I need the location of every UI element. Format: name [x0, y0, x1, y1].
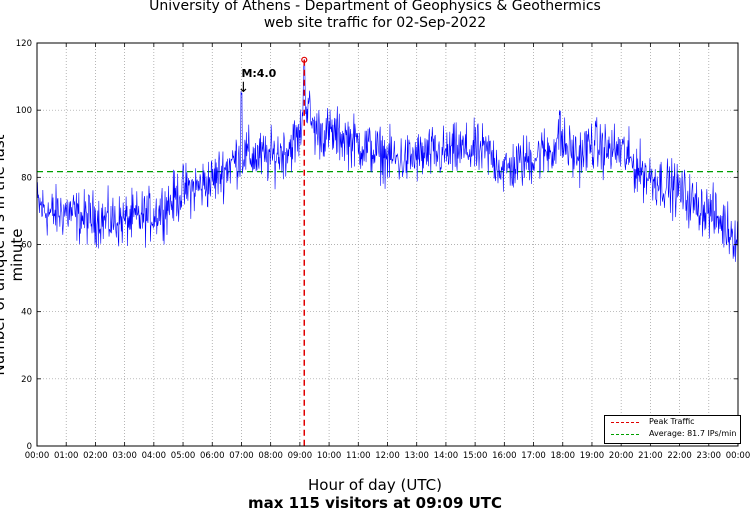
- y-tick-label: 100: [16, 106, 32, 116]
- x-tick-label: 02:00: [83, 451, 108, 461]
- y-tick-label: 80: [21, 173, 32, 183]
- plot-frame: [36, 42, 739, 447]
- x-tick-label: 04:00: [142, 451, 167, 461]
- x-tick-label: 21:00: [638, 451, 663, 461]
- grid: [37, 43, 738, 446]
- x-tick-label: 15:00: [463, 451, 488, 461]
- x-tick-label: 11:00: [346, 451, 371, 461]
- tick-labels: 00:00 01:00 02:00 03:00 04:00 05:00 06:00 07:00…: [16, 39, 750, 461]
- legend-swatch-peak: [611, 422, 639, 423]
- y-tick-label: 120: [16, 39, 32, 49]
- legend-item-average: Average: 81.7 IPs/min: [605, 428, 740, 440]
- x-tick-label: 00:00: [726, 451, 750, 461]
- legend: Peak Traffic Average: 81.7 IPs/min: [604, 415, 741, 444]
- chart-title-line2: web site traffic for 02-Sep-2022: [263, 15, 487, 31]
- peak-marker: [301, 56, 308, 446]
- x-tick-label: 10:00: [317, 451, 342, 461]
- x-axis-label: Hour of day (UTC): [308, 476, 442, 494]
- legend-swatch-average: [611, 434, 639, 435]
- annotation: M:4.0 ↓: [237, 67, 276, 96]
- x-tick-label: 07:00: [229, 451, 254, 461]
- y-tick-label: 60: [21, 241, 32, 251]
- traffic-series: [36, 58, 739, 262]
- x-tick-label: 19:00: [580, 451, 605, 461]
- peak-summary: max 115 visitors at 09:09 UTC: [247, 494, 503, 512]
- x-tick-label: 12:00: [375, 451, 400, 461]
- x-tick-label: 22:00: [667, 451, 692, 461]
- magnitude-annotation: M:4.0: [241, 67, 276, 80]
- peak-point: [301, 56, 308, 63]
- legend-item-peak: Peak Traffic: [605, 416, 740, 428]
- x-tick-label: 03:00: [112, 451, 137, 461]
- x-tick-label: 16:00: [492, 451, 517, 461]
- x-tick-label: 20:00: [609, 451, 634, 461]
- x-tick-label: 01:00: [54, 451, 79, 461]
- legend-label-average: Average: 81.7 IPs/min: [649, 429, 737, 438]
- x-tick-label: 18:00: [551, 451, 576, 461]
- x-tick-label: 08:00: [258, 451, 283, 461]
- traffic-line: [36, 58, 739, 262]
- x-tick-label: 09:00: [288, 451, 313, 461]
- y-tick-label: 40: [21, 308, 32, 318]
- axes: [36, 42, 739, 447]
- x-tick-label: 14:00: [434, 451, 459, 461]
- y-tick-label: 20: [21, 375, 32, 385]
- x-tick-label: 00:00: [25, 451, 50, 461]
- x-tick-label: 23:00: [697, 451, 722, 461]
- down-arrow-icon: ↓: [237, 80, 249, 96]
- x-tick-label: 06:00: [200, 451, 225, 461]
- chart-title-line1: University of Athens - Department of Geo…: [149, 0, 601, 14]
- y-tick-label: 0: [27, 442, 32, 452]
- legend-label-peak: Peak Traffic: [649, 417, 695, 426]
- x-tick-label: 05:00: [171, 451, 196, 461]
- x-tick-label: 13:00: [404, 451, 429, 461]
- x-tick-label: 17:00: [521, 451, 546, 461]
